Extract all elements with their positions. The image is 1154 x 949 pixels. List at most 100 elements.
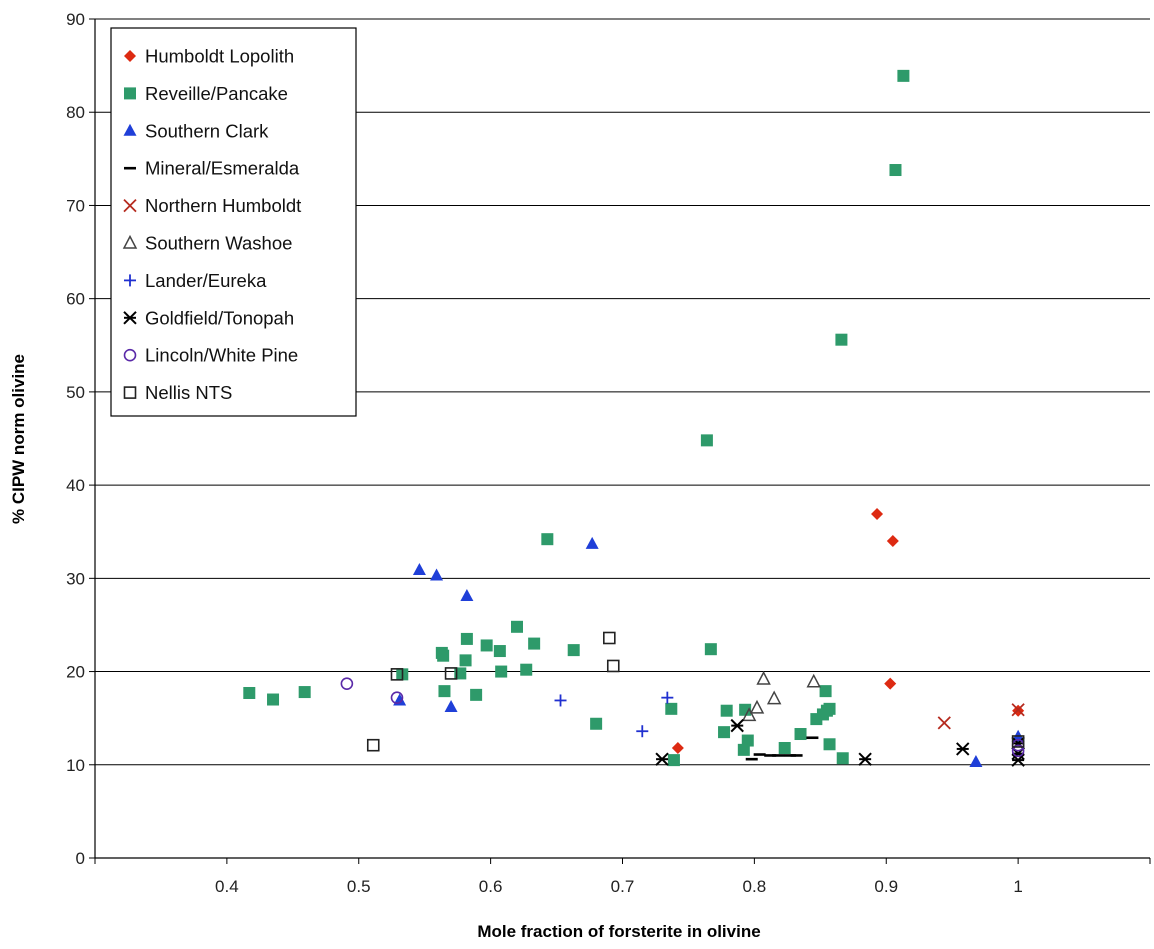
y-tick-label: 20 (66, 663, 85, 682)
data-point-nellis-nts (444, 667, 458, 680)
legend-marker-northern-humboldt (123, 198, 137, 213)
legend-label-northern-humboldt: Northern Humboldt (145, 195, 301, 216)
data-point-southern-washoe (806, 673, 821, 688)
y-tick-label: 70 (66, 196, 85, 215)
data-point-reveille-pancake (267, 693, 280, 706)
legend-label-southern-clark: Southern Clark (145, 120, 269, 141)
data-point-southern-clark (460, 589, 474, 602)
y-tick-label: 50 (66, 383, 85, 402)
y-tick-label: 60 (66, 290, 85, 309)
data-point-lincoln-white-pine (1011, 744, 1025, 758)
x-tick-label: 0.9 (874, 877, 898, 896)
y-tick-label: 40 (66, 476, 85, 495)
data-point-nellis-nts (606, 659, 620, 673)
data-points (243, 69, 1025, 767)
data-point-reveille-pancake (590, 717, 603, 730)
data-point-reveille-pancake (298, 686, 311, 699)
data-point-reveille-pancake (437, 649, 450, 662)
data-point-southern-washoe (749, 699, 765, 714)
x-tick-label: 0.4 (215, 877, 239, 896)
data-point-lincoln-white-pine (390, 691, 404, 704)
data-point-reveille-pancake (667, 754, 680, 767)
data-point-reveille-pancake (823, 702, 836, 715)
data-point-reveille-pancake (528, 637, 541, 650)
data-point-lander-eureka (554, 694, 567, 707)
legend-label-lander-eureka: Lander/Eureka (145, 270, 267, 291)
data-point-reveille-pancake (718, 726, 731, 739)
data-point-reveille-pancake (778, 741, 791, 754)
data-point-humboldt-lopolith (671, 741, 684, 754)
legend-label-mineral-esmeralda: Mineral/Esmeralda (145, 158, 300, 179)
legend-marker-southern-clark (123, 123, 137, 136)
data-point-reveille-pancake (460, 632, 473, 645)
data-point-reveille-pancake (665, 702, 678, 715)
data-point-humboldt-lopolith (871, 508, 884, 521)
legend-box (110, 27, 357, 417)
data-point-southern-clark (444, 699, 458, 712)
data-point-nellis-nts (366, 738, 380, 752)
data-point-lander-eureka (661, 691, 674, 704)
data-point-lander-eureka (636, 725, 649, 738)
data-point-reveille-pancake (511, 620, 523, 633)
data-point-reveille-pancake (541, 533, 554, 546)
legend: Humboldt Lopolith Reveille/Pancake Souther… (110, 27, 357, 417)
data-point-reveille-pancake (823, 738, 836, 751)
legend-label-southern-washoe: Southern Washoe (145, 233, 292, 254)
data-point-nellis-nts (390, 668, 404, 681)
axes: 0 10 20 30 40 50 60 70 80 90 0.4 0.5 0.6 0.7 0.8 0.9 1 (66, 10, 1151, 896)
x-axis-title: Mole fraction of forsterite in olivine (477, 922, 760, 941)
y-tick-label: 30 (66, 569, 85, 588)
data-point-reveille-pancake (704, 643, 717, 656)
data-point-goldfield-tonopah (956, 742, 970, 756)
legend-label-reveille-pancake: Reveille/Pancake (145, 83, 288, 104)
data-point-reveille-pancake (835, 333, 848, 346)
data-point-reveille-pancake (470, 688, 483, 701)
legend-marker-goldfield-tonopah (123, 311, 137, 325)
data-point-humboldt-lopolith (884, 677, 897, 690)
data-point-southern-clark (969, 754, 983, 767)
data-point-reveille-pancake (889, 164, 902, 177)
legend-marker-lincoln-white-pine (123, 348, 137, 362)
data-point-southern-clark (412, 562, 426, 575)
data-point-reveille-pancake (720, 704, 733, 717)
data-point-reveille-pancake (520, 663, 533, 676)
data-point-reveille-pancake (480, 639, 493, 652)
data-point-southern-clark (585, 536, 599, 549)
data-point-reveille-pancake (243, 686, 256, 699)
data-point-reveille-pancake (459, 654, 472, 667)
data-point-reveille-pancake (438, 685, 451, 698)
legend-marker-humboldt-lopolith (124, 50, 136, 62)
legend-label-humboldt-lopolith: Humboldt Lopolith (145, 46, 294, 67)
data-point-nellis-nts (1011, 735, 1025, 748)
data-point-goldfield-tonopah (655, 752, 669, 766)
data-point-reveille-pancake (700, 434, 713, 447)
data-point-southern-washoe (741, 707, 757, 722)
data-point-northern-humboldt (1011, 703, 1025, 717)
data-point-reveille-pancake (897, 69, 910, 82)
data-point-reveille-pancake (739, 703, 752, 716)
x-tick-label: 0.6 (479, 877, 503, 896)
legend-marker-reveille-pancake (124, 87, 136, 100)
data-point-reveille-pancake (794, 728, 807, 741)
legend-label-goldfield-tonopah: Goldfield/Tonopah (145, 307, 294, 328)
data-point-reveille-pancake (567, 644, 580, 657)
data-point-goldfield-tonopah (1011, 753, 1025, 767)
data-point-nellis-nts (603, 631, 616, 645)
data-point-reveille-pancake (495, 665, 508, 678)
y-tick-label: 80 (66, 103, 85, 122)
y-tick-label: 0 (76, 849, 85, 868)
x-tick-label: 0.7 (611, 877, 635, 896)
data-point-lincoln-white-pine (340, 677, 354, 690)
legend-marker-nellis-nts (123, 386, 137, 399)
data-point-northern-humboldt (937, 716, 951, 730)
legend-label-nellis-nts: Nellis NTS (145, 382, 232, 403)
data-point-humboldt-lopolith (886, 535, 899, 548)
data-point-reveille-pancake (737, 743, 750, 756)
data-point-reveille-pancake (836, 752, 849, 765)
y-tick-label: 10 (66, 756, 85, 775)
data-point-southern-washoe (766, 690, 782, 705)
data-point-reveille-pancake (493, 645, 506, 658)
x-tick-label: 1 (1013, 877, 1022, 896)
data-point-reveille-pancake (819, 685, 832, 698)
